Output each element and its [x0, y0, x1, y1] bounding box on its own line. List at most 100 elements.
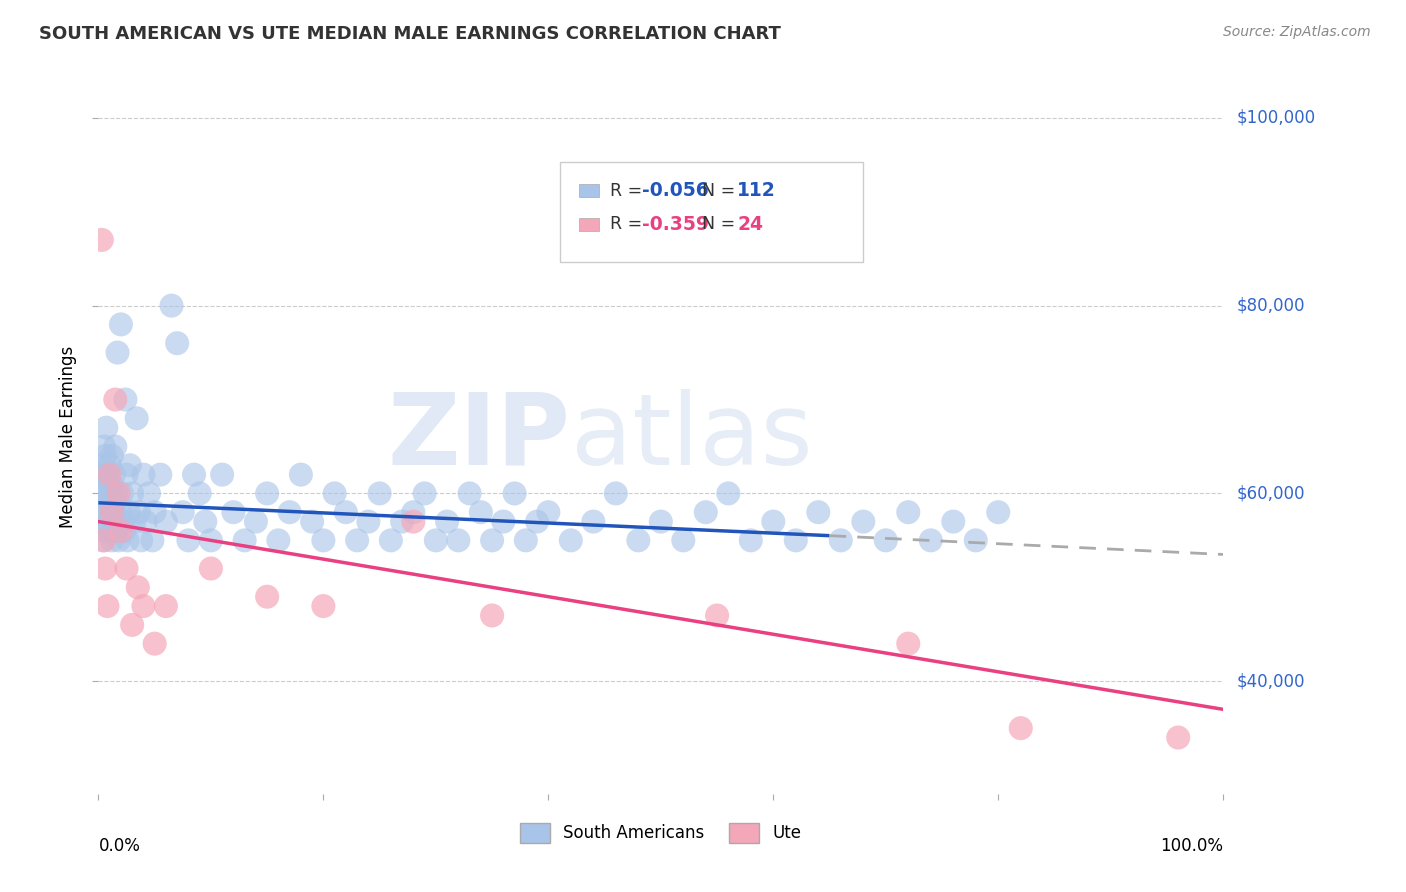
- FancyBboxPatch shape: [560, 162, 863, 262]
- Point: [96, 467, 118, 482]
- Point: [121, 618, 143, 632]
- Point: [436, 515, 458, 529]
- Point: [91, 458, 114, 473]
- Text: R =: R =: [610, 216, 648, 234]
- Text: $40,000: $40,000: [1237, 673, 1306, 690]
- Point: [93, 440, 115, 454]
- Point: [160, 299, 183, 313]
- Point: [127, 580, 149, 594]
- Point: [101, 533, 124, 548]
- Point: [98, 467, 121, 482]
- Point: [104, 496, 127, 510]
- Point: [90, 467, 112, 482]
- Point: [188, 486, 211, 500]
- Point: [96, 599, 118, 613]
- Y-axis label: Median Male Earnings: Median Male Earnings: [59, 346, 77, 528]
- Point: [114, 392, 136, 407]
- Point: [103, 467, 125, 482]
- Point: [368, 486, 391, 500]
- Point: [110, 318, 132, 332]
- Point: [90, 233, 112, 247]
- Point: [323, 486, 346, 500]
- Point: [118, 505, 141, 519]
- Point: [94, 496, 117, 510]
- Point: [115, 561, 138, 575]
- Text: N =: N =: [703, 182, 741, 200]
- Point: [740, 533, 762, 548]
- Point: [90, 505, 112, 519]
- Point: [132, 467, 155, 482]
- Point: [101, 449, 124, 463]
- Point: [98, 458, 121, 473]
- Point: [101, 505, 124, 519]
- Text: $60,000: $60,000: [1237, 484, 1306, 502]
- Point: [111, 486, 134, 500]
- Point: [222, 505, 245, 519]
- Text: N =: N =: [703, 216, 741, 234]
- Point: [290, 467, 312, 482]
- Point: [112, 524, 135, 538]
- Point: [93, 486, 115, 500]
- Point: [470, 505, 492, 519]
- Point: [346, 533, 368, 548]
- Point: [650, 515, 672, 529]
- Point: [447, 533, 470, 548]
- Point: [110, 524, 132, 538]
- Point: [108, 505, 131, 519]
- Point: [143, 505, 166, 519]
- Point: [96, 420, 118, 434]
- Point: [481, 608, 503, 623]
- Point: [96, 477, 118, 491]
- Point: [897, 637, 920, 651]
- Point: [942, 515, 965, 529]
- Point: [149, 467, 172, 482]
- Point: [965, 533, 987, 548]
- Text: 100.0%: 100.0%: [1160, 837, 1223, 855]
- Text: $80,000: $80,000: [1237, 297, 1306, 315]
- Point: [481, 533, 503, 548]
- FancyBboxPatch shape: [579, 218, 599, 231]
- Point: [762, 515, 785, 529]
- Point: [706, 608, 728, 623]
- Point: [107, 533, 129, 548]
- Text: 24: 24: [737, 215, 763, 234]
- Point: [695, 505, 717, 519]
- Point: [357, 515, 380, 529]
- Text: ZIP: ZIP: [388, 389, 571, 485]
- Point: [458, 486, 481, 500]
- Point: [125, 411, 148, 425]
- Point: [200, 561, 222, 575]
- Point: [155, 515, 177, 529]
- Point: [627, 533, 650, 548]
- Point: [537, 505, 560, 519]
- Point: [172, 505, 194, 519]
- Point: [97, 515, 120, 529]
- Point: [830, 533, 852, 548]
- Point: [301, 515, 323, 529]
- Point: [135, 515, 157, 529]
- Point: [875, 533, 897, 548]
- Point: [115, 467, 138, 482]
- Text: R =: R =: [610, 182, 648, 200]
- Point: [117, 533, 139, 548]
- Point: [503, 486, 526, 500]
- Point: [94, 561, 117, 575]
- Text: SOUTH AMERICAN VS UTE MEDIAN MALE EARNINGS CORRELATION CHART: SOUTH AMERICAN VS UTE MEDIAN MALE EARNIN…: [39, 25, 782, 43]
- Point: [256, 486, 278, 500]
- Point: [112, 515, 135, 529]
- Point: [211, 467, 233, 482]
- FancyBboxPatch shape: [579, 185, 599, 197]
- Point: [402, 505, 425, 519]
- Point: [1167, 731, 1189, 745]
- Point: [100, 477, 122, 491]
- Text: atlas: atlas: [571, 389, 813, 485]
- Text: Source: ZipAtlas.com: Source: ZipAtlas.com: [1223, 25, 1371, 39]
- Point: [128, 505, 150, 519]
- Point: [920, 533, 942, 548]
- Point: [605, 486, 627, 500]
- Point: [785, 533, 807, 548]
- Point: [987, 505, 1010, 519]
- Point: [107, 345, 129, 359]
- Text: 112: 112: [737, 181, 776, 201]
- Point: [335, 505, 357, 519]
